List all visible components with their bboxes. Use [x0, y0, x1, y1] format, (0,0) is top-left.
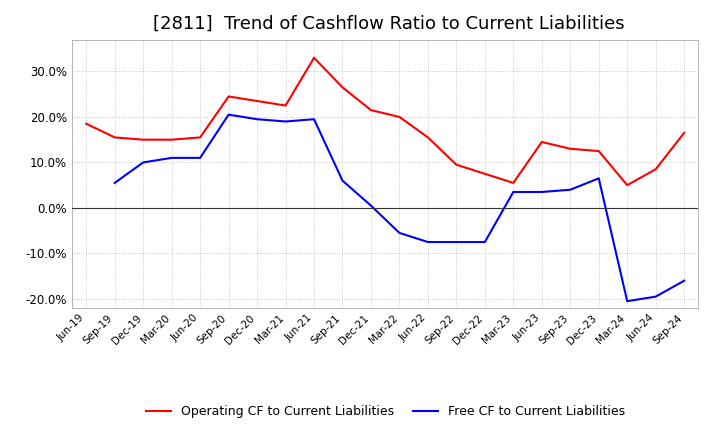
Legend: Operating CF to Current Liabilities, Free CF to Current Liabilities: Operating CF to Current Liabilities, Fre…: [140, 400, 630, 423]
Operating CF to Current Liabilities: [110, 135, 119, 140]
Free CF to Current Liabilities: [537, 189, 546, 194]
Free CF to Current Liabilities: [338, 178, 347, 183]
Free CF to Current Liabilities: [225, 112, 233, 117]
Operating CF to Current Liabilities: [225, 94, 233, 99]
Operating CF to Current Liabilities: [282, 103, 290, 108]
Free CF to Current Liabilities: [566, 187, 575, 192]
Operating CF to Current Liabilities: [509, 180, 518, 186]
Operating CF to Current Liabilities: [338, 85, 347, 90]
Free CF to Current Liabilities: [167, 155, 176, 161]
Operating CF to Current Liabilities: [253, 99, 261, 104]
Operating CF to Current Liabilities: [537, 139, 546, 145]
Free CF to Current Liabilities: [366, 203, 375, 208]
Operating CF to Current Liabilities: [82, 121, 91, 126]
Operating CF to Current Liabilities: [196, 135, 204, 140]
Operating CF to Current Liabilities: [139, 137, 148, 142]
Operating CF to Current Liabilities: [623, 183, 631, 188]
Line: Operating CF to Current Liabilities: Operating CF to Current Liabilities: [86, 58, 684, 185]
Free CF to Current Liabilities: [623, 298, 631, 304]
Operating CF to Current Liabilities: [595, 148, 603, 154]
Line: Free CF to Current Liabilities: Free CF to Current Liabilities: [114, 115, 684, 301]
Free CF to Current Liabilities: [480, 239, 489, 245]
Free CF to Current Liabilities: [509, 189, 518, 194]
Free CF to Current Liabilities: [110, 180, 119, 186]
Operating CF to Current Liabilities: [680, 130, 688, 136]
Operating CF to Current Liabilities: [480, 171, 489, 176]
Operating CF to Current Liabilities: [423, 135, 432, 140]
Free CF to Current Liabilities: [652, 294, 660, 299]
Free CF to Current Liabilities: [423, 239, 432, 245]
Text: [2811]  Trend of Cashflow Ratio to Current Liabilities: [2811] Trend of Cashflow Ratio to Curren…: [153, 15, 625, 33]
Free CF to Current Liabilities: [395, 230, 404, 235]
Free CF to Current Liabilities: [680, 278, 688, 283]
Free CF to Current Liabilities: [282, 119, 290, 124]
Operating CF to Current Liabilities: [310, 55, 318, 60]
Free CF to Current Liabilities: [196, 155, 204, 161]
Operating CF to Current Liabilities: [652, 167, 660, 172]
Operating CF to Current Liabilities: [566, 146, 575, 151]
Free CF to Current Liabilities: [452, 239, 461, 245]
Operating CF to Current Liabilities: [395, 114, 404, 120]
Operating CF to Current Liabilities: [167, 137, 176, 142]
Free CF to Current Liabilities: [310, 117, 318, 122]
Operating CF to Current Liabilities: [366, 107, 375, 113]
Free CF to Current Liabilities: [595, 176, 603, 181]
Operating CF to Current Liabilities: [452, 162, 461, 167]
Free CF to Current Liabilities: [139, 160, 148, 165]
Free CF to Current Liabilities: [253, 117, 261, 122]
